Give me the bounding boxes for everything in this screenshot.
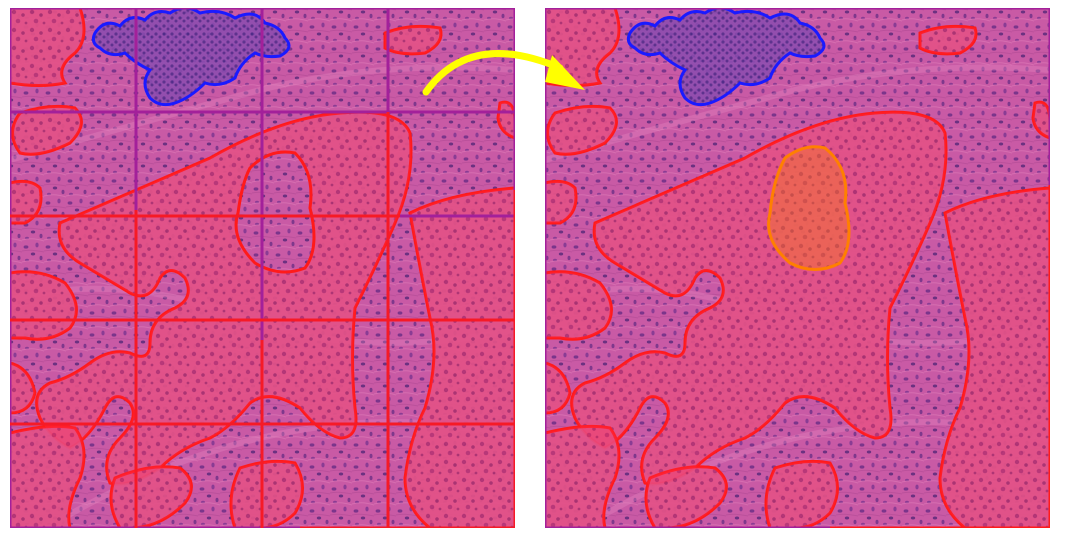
- left-grid-tumor-overlay: [10, 112, 515, 528]
- left-inner-stroma-loop: [234, 150, 316, 274]
- right-panel: [545, 8, 1050, 528]
- right-orange-region: [767, 145, 851, 271]
- transition-arrow: [422, 50, 585, 96]
- arrow-head: [545, 55, 585, 90]
- arrow-shaft: [422, 50, 564, 96]
- left-panel: [10, 8, 515, 528]
